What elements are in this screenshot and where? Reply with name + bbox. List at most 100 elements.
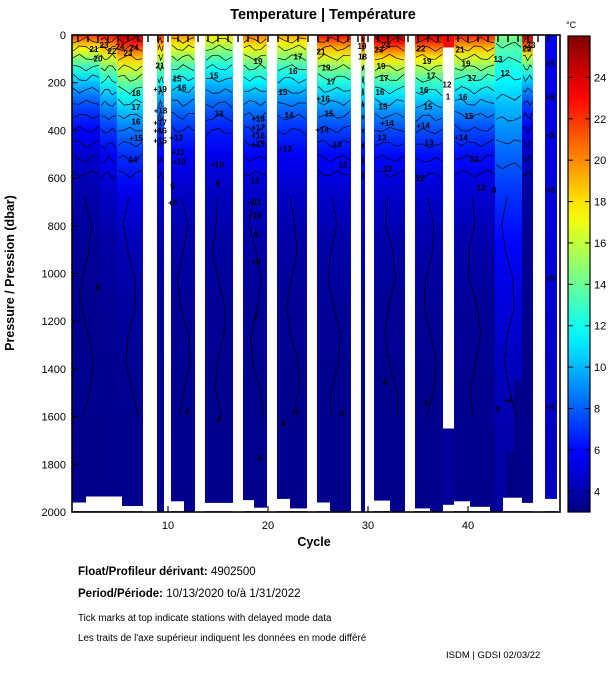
contour-label: +15	[153, 137, 167, 146]
contour-label: +17	[251, 124, 265, 133]
contour-label: 17	[380, 74, 389, 83]
y-axis-label: Pressure / Pression (dbar)	[3, 195, 17, 351]
no-data-mask	[317, 502, 330, 512]
contour-label: 17	[468, 74, 477, 83]
no-data-mask	[374, 500, 390, 512]
contour-label: 13	[333, 141, 342, 150]
profile-column	[545, 35, 557, 512]
contour-label: 19	[462, 60, 471, 69]
contour-label: +14	[454, 134, 468, 143]
colorbar-tick-label: 6	[594, 445, 600, 457]
contour-label: +13	[169, 134, 183, 143]
contour-label: 1	[446, 93, 451, 102]
contour-label: 12	[416, 174, 425, 183]
contour-label: 21	[456, 45, 465, 54]
contour-label: 19	[377, 62, 386, 71]
contour-label: 15	[424, 103, 433, 112]
contour-label: +19	[153, 85, 167, 94]
contour-label: 24	[382, 41, 391, 50]
profile-column	[522, 35, 533, 512]
contour-label: 13	[425, 138, 434, 147]
contour-label: 4	[258, 454, 263, 463]
contour-label: 9	[216, 180, 221, 189]
colorbar-tick-label: 24	[594, 72, 606, 84]
contour-label: 4	[295, 408, 300, 417]
contour-label: 22	[417, 44, 426, 53]
y-tick-label: 1800	[42, 459, 66, 471]
contour-lines	[72, 36, 533, 417]
contour-label: 14	[285, 111, 294, 120]
contour-label: 23	[100, 41, 109, 50]
credit-line: ISDM | GDSI 02/03/22	[446, 650, 541, 661]
y-tick-label: 0	[60, 30, 66, 42]
x-tick-label: 40	[462, 520, 474, 532]
no-data-mask	[290, 508, 307, 512]
contour-label: 4	[383, 378, 388, 387]
contour-label: 4	[217, 415, 222, 424]
profile-column	[454, 35, 495, 512]
contour-label: +16	[316, 94, 330, 103]
contour-label: +4	[545, 403, 555, 412]
contour-label: 15	[465, 112, 474, 121]
data-patch	[506, 452, 522, 499]
no-data-mask	[277, 498, 290, 512]
contour-label: 5	[496, 405, 501, 414]
y-tick-label: 2000	[42, 507, 66, 519]
no-data-mask	[243, 500, 254, 512]
contour-label: 16	[420, 86, 429, 95]
no-data-mask	[122, 506, 143, 512]
no-data-mask	[454, 501, 470, 512]
contour-label: +11	[248, 198, 262, 207]
contour-label: 15	[173, 75, 182, 84]
contour-label: +15	[129, 134, 143, 143]
contour-label: 12	[477, 184, 486, 193]
contour-label: 21	[90, 45, 99, 54]
float-id-value: 4902500	[210, 566, 256, 578]
y-tick-label: 800	[48, 221, 66, 233]
colorbar-tick-label: 4	[594, 486, 600, 498]
contour-label: 19	[423, 57, 432, 66]
y-tick-label: 600	[48, 173, 66, 185]
contour-labels: 21 232224232420181716+1514621+19+18+17+16…	[90, 41, 557, 463]
contour-label: 17	[132, 103, 141, 112]
contour-label: +4	[503, 396, 513, 405]
contour-label: +14	[315, 125, 329, 134]
contour-label: +18	[251, 115, 265, 124]
period-line: Period/Période: 10/13/2020 to/à 1/31/202…	[78, 588, 301, 600]
contour-label: +5	[546, 186, 556, 195]
contour-label: 15	[279, 88, 288, 97]
contour-label: 9	[170, 182, 175, 191]
contour-label: 23	[527, 41, 536, 50]
no-data-mask	[86, 496, 122, 512]
no-data-mask	[470, 506, 490, 512]
contour-label: +5	[545, 60, 555, 69]
contour-label: +15	[251, 140, 265, 149]
x-axis-label: Cycle	[297, 535, 330, 549]
colorbar-gradient	[568, 36, 590, 512]
float-id-line: Float/Profileur dérivant: 4902500	[78, 566, 256, 578]
no-data-mask	[254, 507, 267, 512]
contour-label: 16	[178, 83, 187, 92]
contour-label: 13	[378, 134, 387, 143]
axes-frame-and-ticks: 0 200 400 600 800 1000 1200 1400 1600 1800 2000 10 2…	[42, 30, 561, 532]
contour-label: 20	[94, 54, 103, 63]
contour-label: +5	[545, 93, 555, 102]
colorbar: 4 6 8 10 12 14 16 18 20 22 24	[567, 35, 606, 513]
y-tick-label: 400	[48, 125, 66, 137]
contour-label: 17	[327, 78, 336, 87]
contour-label: +17	[153, 119, 167, 128]
profile-column	[157, 35, 164, 512]
contour-label: 9	[254, 230, 259, 239]
contour-label: 18	[132, 89, 141, 98]
contour-label: 19	[358, 42, 367, 51]
temperature-section-plot: Temperature | Température Pressure / Pre…	[3, 7, 606, 549]
colorbar-tick-label: 18	[594, 197, 606, 209]
no-data-mask	[522, 502, 533, 512]
contour-label: 21	[156, 62, 165, 71]
float-id-label: Float/Profileur dérivant:	[78, 566, 208, 578]
colorbar-tick-label: 14	[594, 279, 606, 291]
contour-label: 19	[254, 57, 263, 66]
profile-column	[243, 35, 267, 512]
contour-label: 16	[459, 93, 468, 102]
contour-label: 19	[322, 63, 331, 72]
